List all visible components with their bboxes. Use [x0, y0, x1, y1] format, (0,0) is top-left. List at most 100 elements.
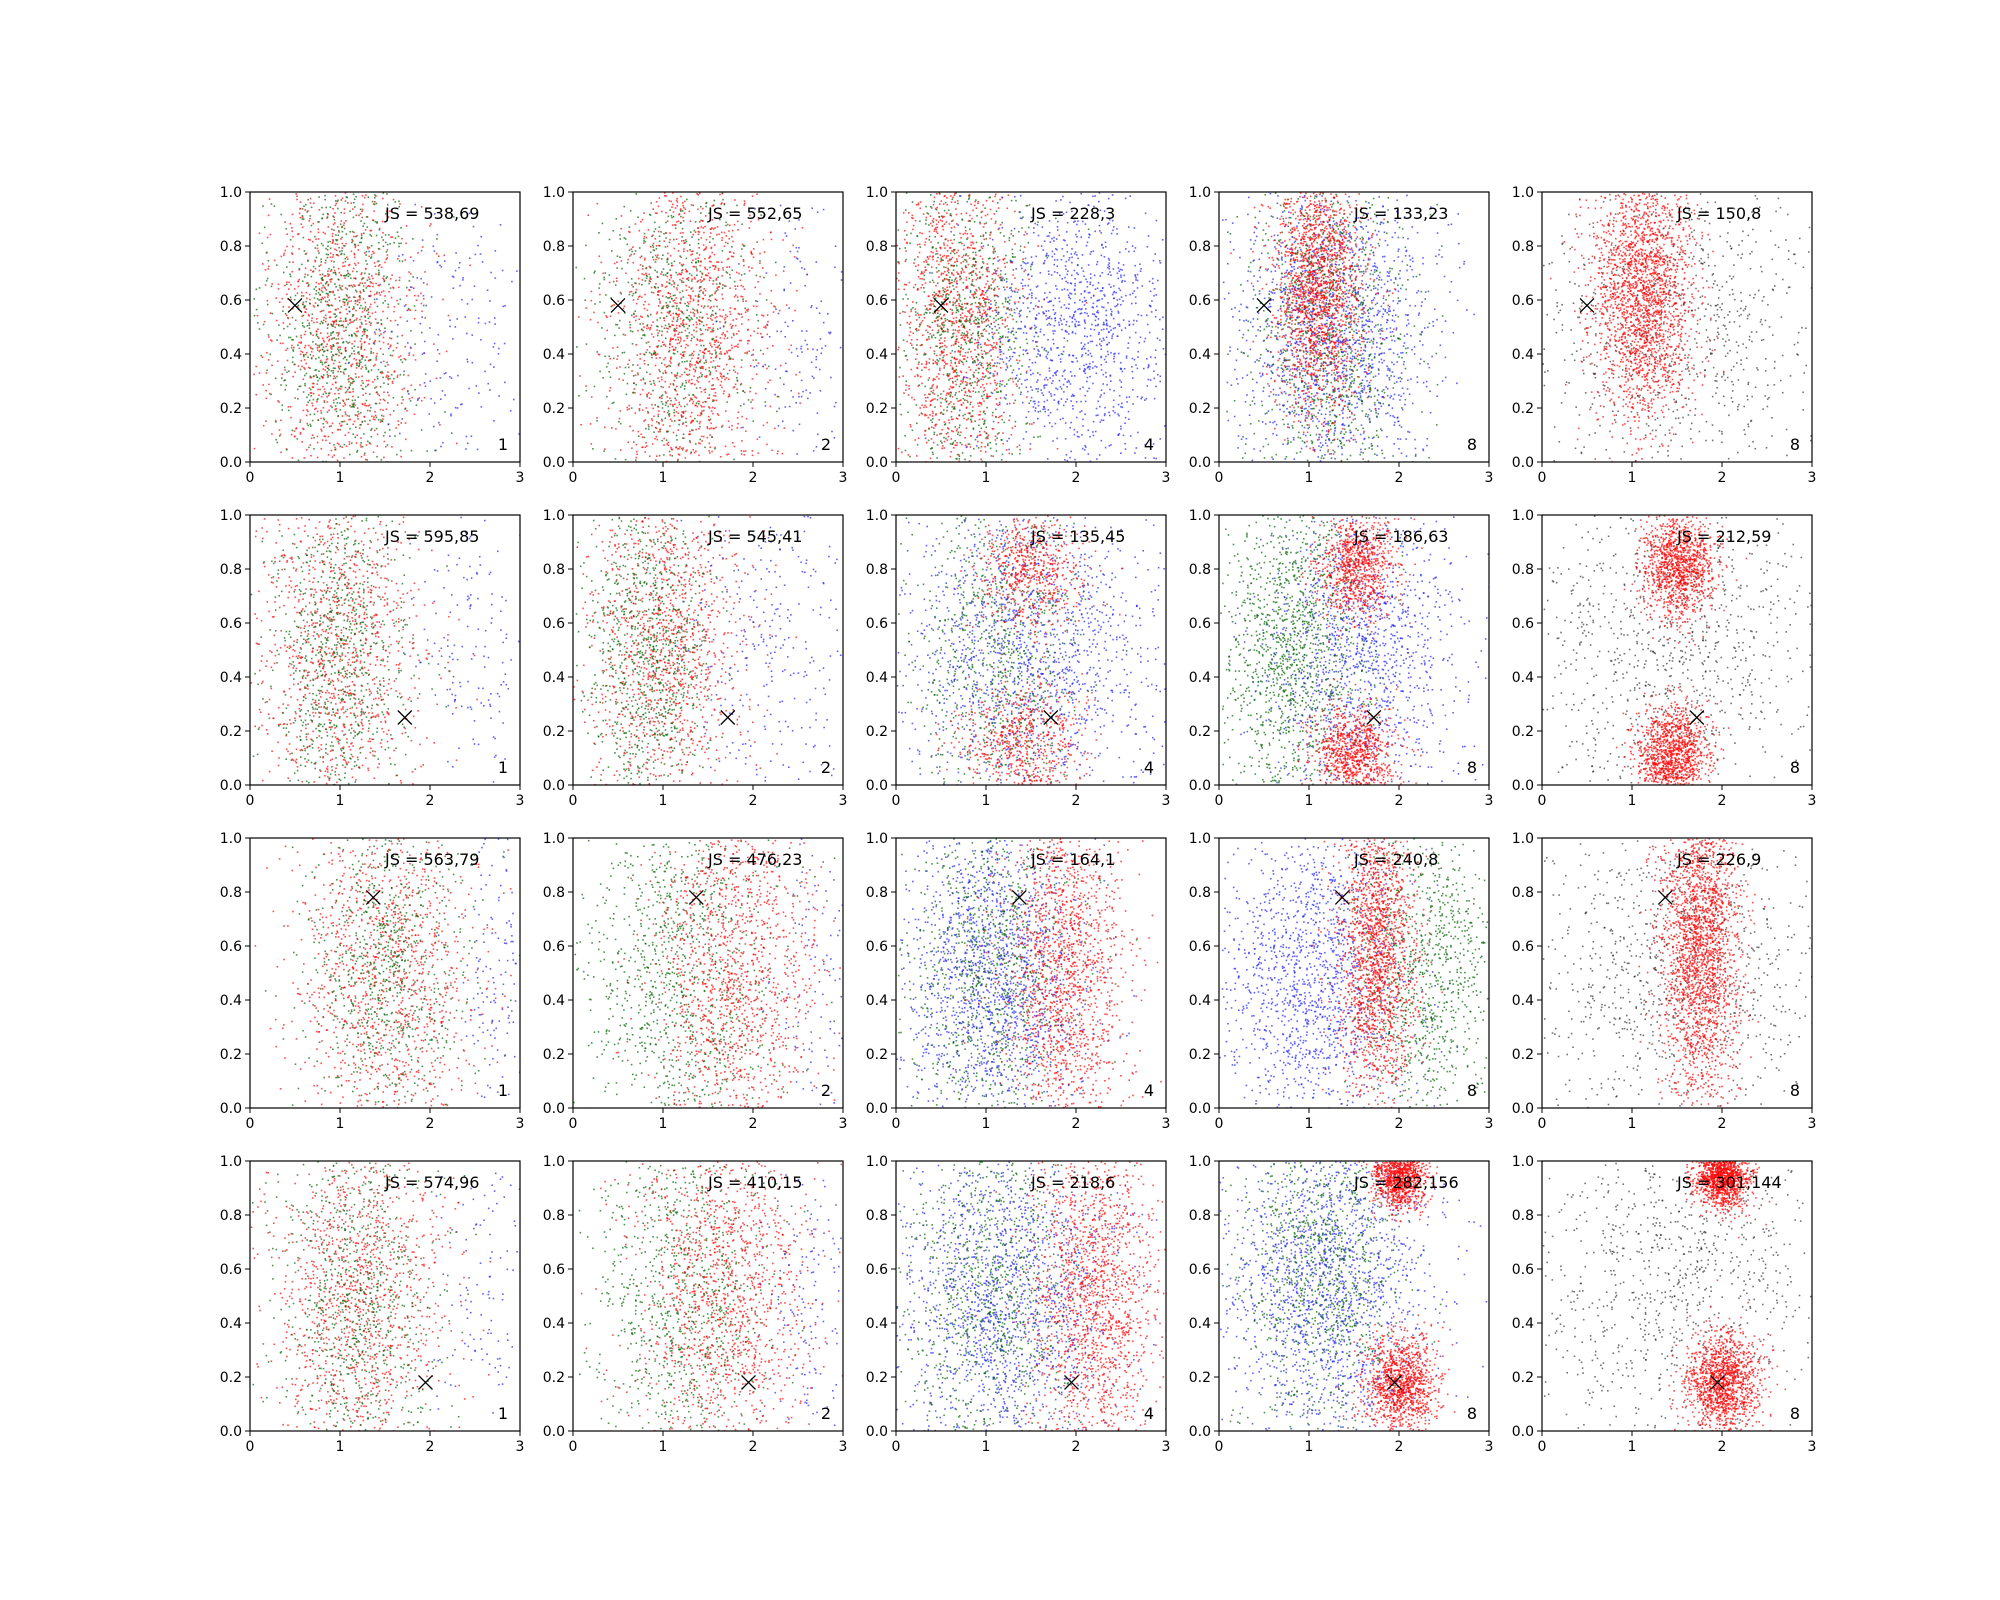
data-point — [692, 311, 694, 314]
data-point — [770, 302, 773, 305]
data-point — [652, 256, 654, 258]
data-point — [365, 399, 368, 402]
data-point — [964, 355, 966, 357]
data-point — [360, 384, 362, 387]
data-point — [305, 252, 308, 255]
data-point — [344, 362, 347, 365]
data-point — [959, 359, 961, 361]
data-point — [362, 394, 364, 396]
data-point — [392, 198, 395, 201]
data-point — [794, 228, 796, 230]
data-point — [635, 302, 638, 305]
data-point — [740, 274, 743, 276]
data-point — [307, 210, 309, 212]
data-point — [354, 296, 356, 299]
data-point — [775, 261, 777, 264]
data-point — [363, 454, 366, 456]
data-point — [324, 198, 326, 201]
data-point — [840, 279, 843, 281]
data-point — [644, 280, 647, 282]
x-tick-label: 3 — [839, 470, 848, 486]
data-point — [326, 332, 329, 335]
data-point — [343, 330, 345, 332]
data-point — [698, 422, 701, 425]
data-point — [966, 336, 969, 339]
data-point — [930, 390, 933, 393]
data-point — [927, 309, 929, 311]
data-point — [467, 442, 469, 445]
series-green — [575, 192, 782, 462]
data-point — [788, 348, 790, 351]
data-point — [680, 357, 683, 359]
data-point — [629, 324, 632, 326]
data-point — [375, 328, 378, 331]
data-point — [390, 236, 392, 238]
data-point — [981, 210, 984, 213]
data-point — [929, 215, 932, 217]
data-point — [263, 226, 266, 229]
data-point — [452, 216, 455, 218]
data-point — [917, 288, 919, 291]
data-point — [945, 394, 948, 396]
data-point — [342, 405, 345, 407]
data-point — [669, 454, 671, 456]
data-point — [326, 300, 329, 303]
data-point — [961, 312, 964, 314]
data-point — [998, 338, 1000, 340]
data-point — [917, 375, 919, 377]
data-point — [741, 243, 744, 246]
data-point — [320, 264, 322, 266]
data-point — [642, 303, 645, 306]
data-point — [636, 354, 639, 356]
data-point — [976, 322, 978, 325]
data-point — [641, 268, 644, 270]
data-point — [692, 204, 695, 207]
data-point — [946, 212, 948, 214]
data-point — [690, 422, 692, 424]
data-point — [926, 362, 928, 364]
data-point — [612, 347, 614, 349]
data-point — [698, 361, 701, 363]
data-point — [739, 383, 742, 386]
data-point — [656, 421, 658, 423]
data-point — [693, 375, 695, 378]
data-point — [278, 429, 281, 431]
data-point — [364, 330, 366, 333]
data-point — [682, 263, 685, 266]
data-point — [382, 302, 384, 304]
data-point — [295, 427, 298, 429]
data-point — [356, 317, 358, 320]
data-point — [429, 327, 431, 329]
data-point — [640, 337, 643, 340]
data-point — [376, 298, 378, 300]
data-point — [644, 451, 646, 453]
data-point — [334, 326, 336, 329]
data-point — [335, 381, 337, 384]
data-point — [902, 212, 905, 214]
data-point — [613, 262, 616, 265]
data-point — [953, 332, 955, 335]
data-point — [736, 285, 739, 287]
data-point — [665, 327, 668, 330]
data-point — [273, 259, 276, 262]
data-point — [676, 305, 678, 307]
data-point — [690, 250, 693, 253]
data-point — [919, 375, 922, 378]
data-point — [641, 273, 644, 275]
data-point — [1018, 444, 1021, 447]
data-point — [998, 348, 1001, 351]
data-point — [372, 451, 375, 453]
data-point — [375, 357, 377, 359]
data-point — [347, 302, 349, 304]
data-point — [940, 272, 943, 275]
data-point — [393, 241, 395, 244]
data-point — [333, 218, 336, 221]
data-point — [305, 308, 307, 310]
data-point — [324, 365, 327, 368]
data-point — [989, 237, 991, 240]
data-point — [690, 316, 693, 319]
data-point — [786, 370, 788, 373]
data-point — [973, 387, 975, 389]
data-point — [908, 388, 910, 390]
data-point — [942, 279, 944, 282]
